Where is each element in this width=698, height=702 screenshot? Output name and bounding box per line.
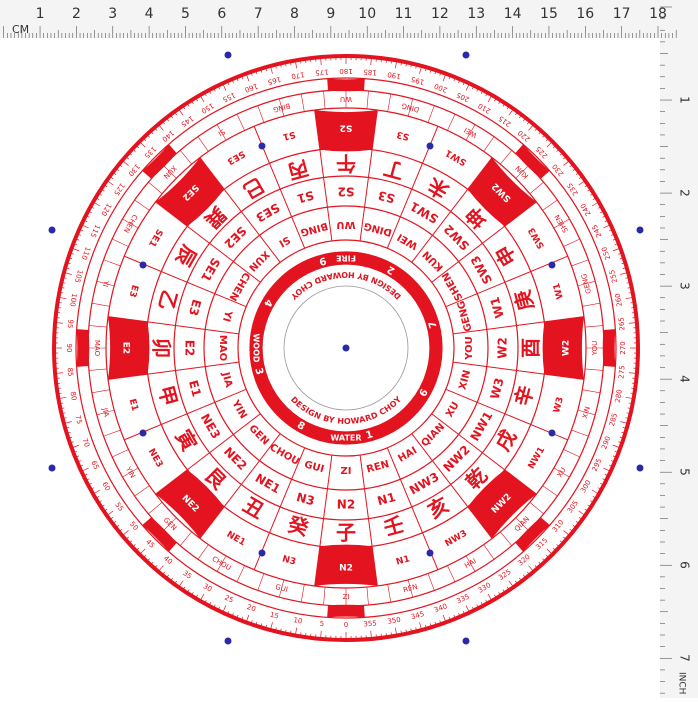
locator-dot	[49, 227, 56, 234]
locator-dot	[427, 143, 434, 150]
ruler-label: 4	[678, 375, 692, 383]
mountain-pinyin: YOU	[464, 336, 475, 361]
red-sector	[327, 79, 365, 92]
locator-dot	[549, 262, 556, 269]
center-pin	[343, 345, 350, 352]
locator-dot	[427, 550, 434, 557]
degree-label: 275	[617, 365, 626, 379]
red-sector	[603, 329, 616, 367]
ruler-label: 7	[678, 654, 692, 662]
degree-label: 5	[319, 620, 324, 628]
ruler-label: 6	[678, 561, 692, 569]
ruler-label: 1	[678, 96, 692, 104]
mountain-pinyin: ZI	[341, 466, 352, 477]
mountain-char: 酉	[519, 338, 543, 358]
degree-label: 0	[344, 621, 348, 629]
ruler-label: 13	[467, 6, 485, 22]
locator-dot	[549, 430, 556, 437]
ruler-label: 5	[181, 6, 190, 22]
mountain-char: 午	[336, 152, 356, 176]
ruler-label: 2	[678, 189, 692, 197]
locator-dot	[140, 430, 147, 437]
ruler-label: 15	[540, 6, 558, 22]
degree-label: 185	[363, 67, 377, 76]
ruler-label: 17	[613, 6, 631, 22]
mountain-pinyin-outer: ZI	[343, 593, 350, 601]
mountain-code-outer: S2	[340, 123, 353, 133]
red-sector	[327, 605, 365, 618]
locator-dot	[463, 638, 470, 645]
ruler-label: 3	[108, 6, 117, 22]
ruler-label: 7	[254, 6, 263, 22]
mountain-char: 子	[336, 521, 356, 545]
element-label: FIRE	[336, 254, 356, 263]
locator-dot	[637, 227, 644, 234]
degree-label: 85	[66, 367, 75, 377]
compass: 0510152025303540455055606570758085909510…	[54, 56, 638, 640]
mountain-char: 卯	[150, 338, 174, 358]
degree-label: 95	[66, 319, 75, 329]
degree-label: 265	[617, 317, 626, 331]
locator-dot	[259, 143, 266, 150]
locator-dot	[49, 465, 56, 472]
mountain-code: N2	[337, 498, 355, 512]
mountain-code-outer: N2	[339, 564, 353, 574]
mountain-code: S2	[338, 185, 355, 199]
locator-dot	[259, 550, 266, 557]
ruler-label: 9	[326, 6, 335, 22]
mountain-code-outer: W2	[562, 340, 572, 356]
degree-label: 180	[339, 67, 352, 75]
degree-label: 355	[363, 619, 377, 628]
locator-dot	[463, 52, 470, 59]
degree-label: 175	[315, 67, 329, 76]
ruler-label: 11	[395, 6, 413, 22]
mountain-pinyin: MAO	[217, 335, 228, 361]
ruler-label: 4	[145, 6, 154, 22]
mountain-pinyin-outer: MAO	[93, 340, 101, 357]
ruler-label: 5	[678, 468, 692, 476]
mountain-code: W2	[496, 337, 510, 359]
ruler-label: 6	[217, 6, 226, 22]
red-sector	[77, 329, 90, 367]
ruler-label: 10	[358, 6, 376, 22]
ruler-label: 8	[290, 6, 299, 22]
degree-label: 80	[68, 391, 77, 401]
locator-dot	[140, 262, 147, 269]
degree-label: 270	[619, 341, 627, 354]
mountain-code-outer: E2	[121, 342, 131, 354]
ruler-label: 2	[72, 6, 81, 22]
mountain-code: E2	[183, 340, 197, 357]
locator-dot	[225, 638, 232, 645]
element-label: WATER	[330, 434, 361, 443]
ruler-label: 1	[36, 6, 45, 22]
mountain-pinyin-outer: WU	[340, 95, 352, 103]
mountain-pinyin-outer: YOU	[591, 341, 599, 357]
ruler-unit: INCH	[677, 672, 687, 694]
locator-dot	[225, 52, 232, 59]
degree-label: 10	[293, 616, 303, 625]
mountain-pinyin: WU	[336, 219, 355, 230]
degree-label: 90	[65, 344, 73, 353]
ruler-label: 12	[431, 6, 449, 22]
ruler-label: 16	[576, 6, 594, 22]
ruler-right	[660, 0, 698, 698]
locator-dot	[637, 465, 644, 472]
element-label: WOOD	[252, 333, 261, 362]
ruler-label: 3	[678, 282, 692, 290]
ruler-label: 14	[504, 6, 522, 22]
ruler-label: 18	[649, 6, 667, 22]
